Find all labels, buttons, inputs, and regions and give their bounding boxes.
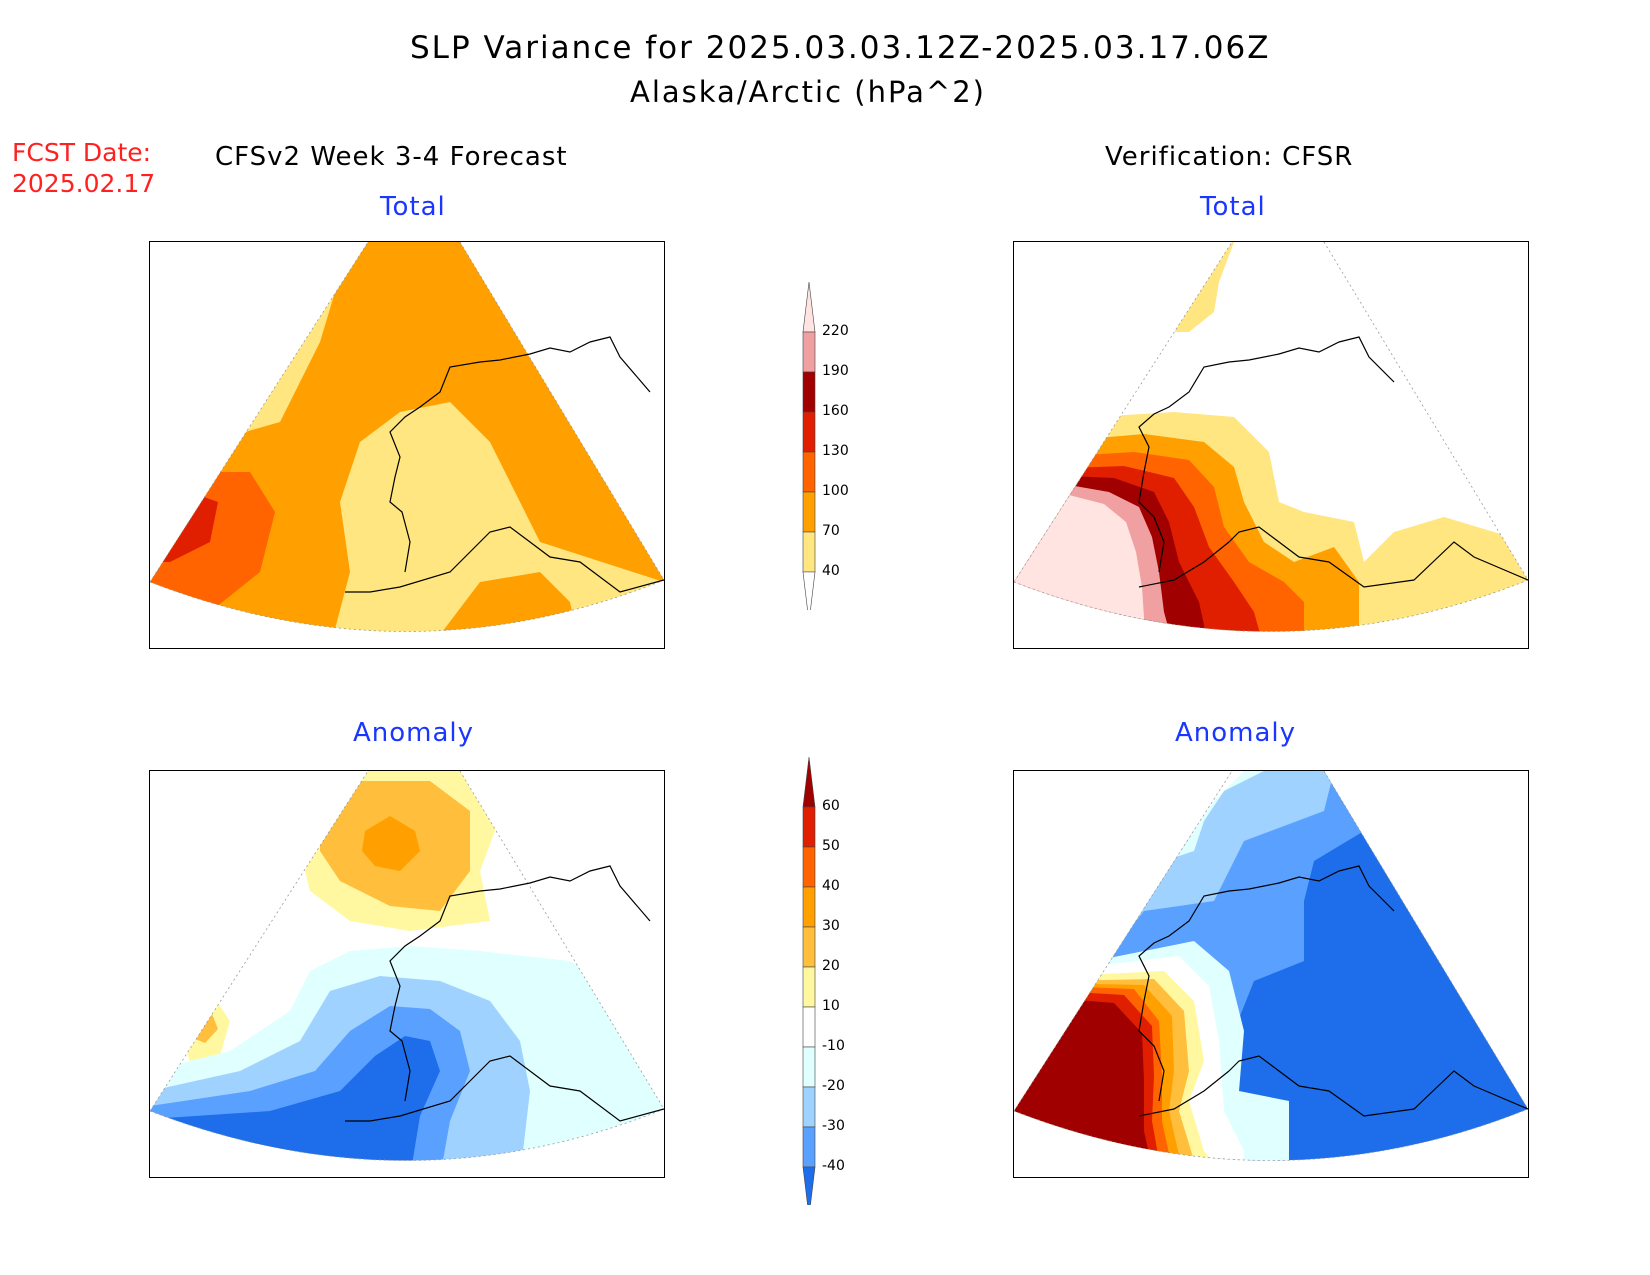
vr-anom-coastline (1138, 865, 1528, 1117)
fcst-date-label: FCST Date: (12, 138, 152, 167)
colorbar-tick-label: 70 (822, 523, 840, 539)
colorbar-swatch (802, 926, 816, 968)
page-subtitle: Alaska/Arctic (hPa^2) (630, 75, 986, 109)
left-header: CFSv2 Week 3-4 Forecast (215, 142, 568, 172)
colorbar-swatch (802, 331, 816, 373)
fc-total-coastline (345, 336, 664, 593)
total-colorbar: 220 190 160 130 100 70 40 (800, 280, 870, 610)
vr-anom-sector-outline (1014, 771, 1528, 1161)
fc-total-title: Total (380, 192, 446, 222)
anomaly-colorbar: 60 50 40 30 20 10 -10 -20 -30 -40 (800, 755, 870, 1205)
colorbar-tick-label: 20 (822, 958, 840, 974)
colorbar-tick-label: 40 (822, 878, 840, 894)
colorbar-tick-label: 130 (822, 443, 849, 459)
colorbar-swatch (802, 886, 816, 928)
fc-anom-map (149, 770, 665, 1178)
fc-total-map (149, 241, 665, 649)
colorbar-swatch (802, 966, 816, 1008)
colorbar-tick-label: 50 (822, 838, 840, 854)
colorbar-tick-label: 60 (822, 798, 840, 814)
fc-anom-field-30-40 (362, 816, 420, 871)
colorbar-tick-label: 220 (822, 323, 849, 339)
colorbar-swatch (802, 846, 816, 888)
colorbar-tick-label: -40 (822, 1158, 845, 1174)
colorbar-tick-label: -10 (822, 1038, 845, 1054)
fc-total-sector-outline (150, 242, 664, 632)
colorbar-tick-label: -30 (822, 1118, 845, 1134)
fc-anom-title: Anomaly (353, 718, 475, 748)
colorbar-swatch (802, 1126, 816, 1168)
fc-anom-sector-outline (150, 771, 664, 1161)
right-header: Verification: CFSR (1105, 142, 1354, 172)
colorbar-tick-label: 10 (822, 998, 840, 1014)
vr-total-coastline (1138, 336, 1528, 588)
colorbar-tick-label: -20 (822, 1078, 845, 1094)
colorbar-swatch (802, 571, 816, 610)
vr-anom-map (1013, 770, 1529, 1178)
fcst-date-value: 2025.02.17 (12, 169, 156, 198)
page-title: SLP Variance for 2025.03.03.12Z-2025.03.… (410, 30, 1271, 66)
colorbar-tick-label: 160 (822, 403, 849, 419)
colorbar-swatch (802, 806, 816, 848)
fc-anom-coastline (345, 865, 664, 1122)
colorbar-swatch (802, 371, 816, 413)
vr-total-title: Total (1200, 192, 1266, 222)
colorbar-swatch (802, 1086, 816, 1128)
colorbar-swatch (802, 281, 816, 333)
colorbar-tick-label: 190 (822, 363, 849, 379)
colorbar-swatch (802, 1046, 816, 1088)
vr-anom-field-above-60 (1014, 999, 1154, 1161)
vr-anom-title: Anomaly (1175, 718, 1297, 748)
colorbar-swatch (802, 451, 816, 493)
colorbar-tick-label: 40 (822, 563, 840, 579)
colorbar-swatch (802, 531, 816, 573)
colorbar-swatch (802, 411, 816, 453)
fc-total-field-70-100-north (150, 242, 664, 632)
vr-total-sector-outline (1014, 242, 1528, 632)
colorbar-swatch (802, 1006, 816, 1048)
colorbar-tick-label: 30 (822, 918, 840, 934)
colorbar-tick-label: 100 (822, 483, 849, 499)
colorbar-swatch (802, 756, 816, 808)
colorbar-swatch (802, 1166, 816, 1205)
colorbar-swatch (802, 491, 816, 533)
vr-total-map (1013, 241, 1529, 649)
